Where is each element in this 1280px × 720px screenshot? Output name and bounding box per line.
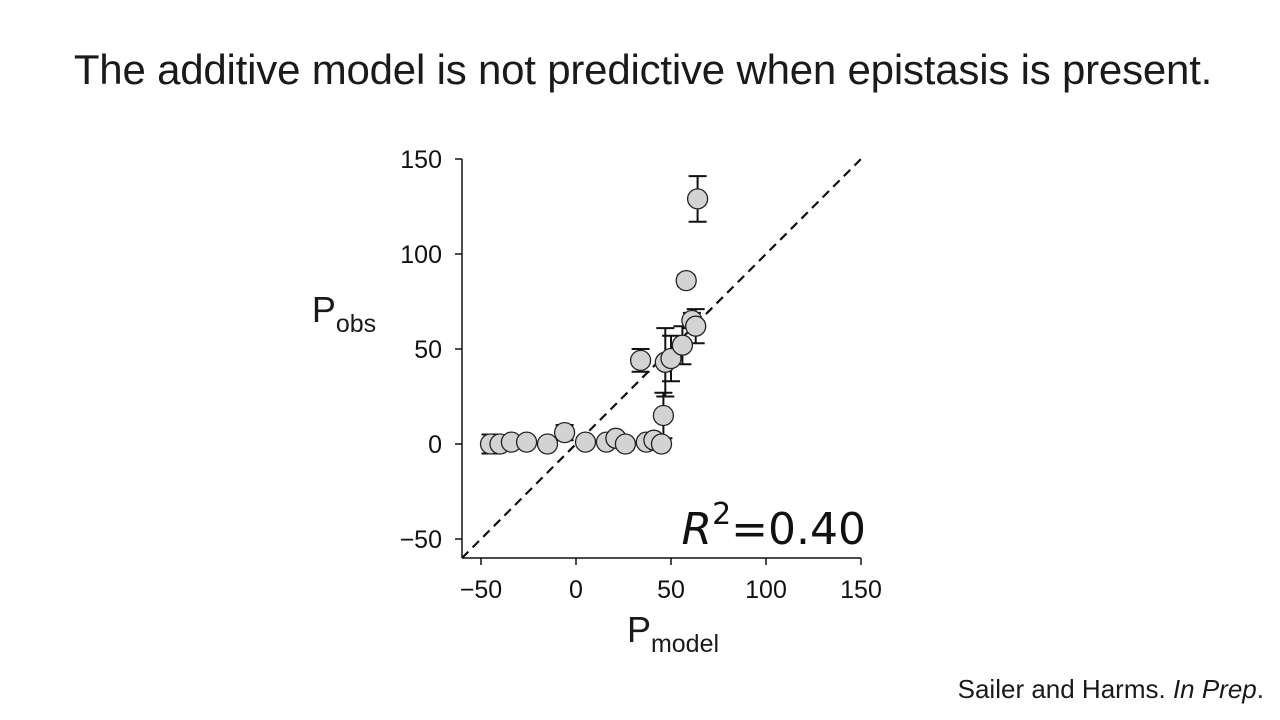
r-squared-annotation: R2=0.40 xyxy=(681,497,866,555)
data-point xyxy=(629,349,652,372)
data-point xyxy=(614,433,637,455)
data-point xyxy=(652,404,675,427)
data-point xyxy=(685,315,707,337)
y-tick-label: 0 xyxy=(428,431,442,459)
data-point xyxy=(686,188,709,210)
data-point xyxy=(650,433,673,455)
data-points xyxy=(479,175,709,455)
y-tick-label: 100 xyxy=(400,241,442,269)
data-point xyxy=(675,269,697,292)
citation-end: . xyxy=(1256,674,1264,704)
x-tick-label: −50 xyxy=(460,576,502,604)
y-tick-label: 150 xyxy=(400,146,442,174)
data-point xyxy=(574,431,597,453)
reference-line xyxy=(461,158,862,559)
x-ticks: −50 0 50 100 150 xyxy=(460,558,882,604)
x-axis-label: Pmodel xyxy=(627,609,719,658)
citation-venue: In Prep xyxy=(1172,674,1257,704)
data-point xyxy=(536,433,559,455)
x-tick-label: 50 xyxy=(657,576,685,604)
y-tick-label: 50 xyxy=(414,336,442,364)
data-point xyxy=(515,431,538,453)
y-tick-label: −50 xyxy=(400,526,442,554)
citation: Sailer and Harms. In Prep. xyxy=(958,674,1264,705)
citation-authors: Sailer and Harms. xyxy=(957,674,1166,704)
x-tick-label: 0 xyxy=(569,576,583,604)
data-point xyxy=(671,334,694,356)
x-tick-label: 150 xyxy=(840,576,882,604)
y-axis-label: Pobs xyxy=(312,289,376,338)
data-point xyxy=(553,421,576,444)
y-ticks: −50 0 50 100 150 xyxy=(400,146,462,554)
x-tick-label: 100 xyxy=(745,576,787,604)
slide-title: The additive model is not predictive whe… xyxy=(73,46,1213,93)
